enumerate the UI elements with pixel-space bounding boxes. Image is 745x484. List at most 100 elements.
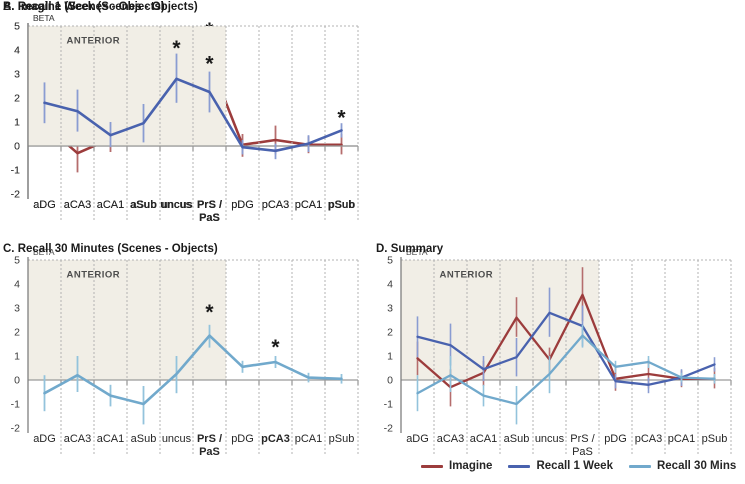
y-tick-label: 0 [387,375,393,387]
y-tick-label: 3 [14,303,20,315]
x-category-label: aCA3 [64,199,92,211]
x-category-label: pCA1 [668,433,696,445]
y-tick-label: -2 [11,423,20,435]
x-category-label: PaS [572,446,593,458]
y-tick-label: 0 [14,375,20,387]
beta-axis-label: BETA [33,247,55,257]
imagine-line-swatch [421,464,443,468]
y-tick-label: 4 [14,45,20,57]
x-category-label: aSub [131,433,157,445]
y-tick-label: 5 [14,21,20,33]
y-tick-label: 1 [14,117,20,129]
y-tick-label: -1 [11,165,20,177]
x-category-label: PrS / [197,433,222,445]
x-category-label: pDG [231,199,254,211]
anterior-region-label: ANTERIOR [67,35,121,46]
x-category-label: aSub [130,199,157,211]
x-category-label: pSub [328,199,356,211]
y-tick-label: 3 [14,69,20,81]
legend-item-imagine: Imagine [421,460,492,472]
x-category-label: pCA3 [262,199,290,211]
y-tick-label: 4 [14,279,20,291]
y-tick-label: 2 [387,327,393,339]
x-category-label: PaS [199,212,220,224]
x-category-label: pSub [329,199,355,211]
x-category-label: pSub [329,433,355,445]
x-category-label: PaS [199,446,220,458]
y-tick-label: 3 [14,69,20,81]
data-line [43,77,343,153]
y-tick-label: -1 [384,399,393,411]
x-category-label: PrS / [197,199,222,211]
legend-label: Recall 30 Mins [656,460,737,472]
x-category-label: aCA1 [97,433,125,445]
y-tick-label: 2 [14,93,20,105]
beta-axis-label: BETA [406,247,428,257]
x-category-label: pDG [231,199,254,211]
x-category-label: pCA1 [295,199,323,211]
x-category-label: pCA3 [635,433,663,445]
y-tick-label: 1 [387,351,393,363]
x-category-label: aCA1 [97,199,125,211]
x-category-label: uncus [160,199,192,211]
y-tick-label: -2 [11,189,20,201]
y-tick-label: 1 [14,351,20,363]
series-recall-1-week [43,53,343,160]
x-category-label: aDG [406,433,429,445]
y-tick-label: 0 [14,141,20,153]
significance-asterisk: * [337,107,346,130]
x-category-label: PrS / [197,199,222,211]
y-tick-label: -1 [11,165,20,177]
panel-summary: 5 4 3 2 1 0 -1 -2 BETA ANTERIOR aDG aCA3 aCA1 aSub unc… [373,242,745,484]
x-category-label: uncus [535,433,565,445]
anterior-region-label: ANTERIOR [67,269,121,280]
series-recall-30-mins [416,324,716,425]
y-tick-label: 2 [14,327,20,339]
panel-title: D. Summary [376,243,444,255]
panel-recall-30-minutes: 5 4 3 2 1 0 -1 -2 BETA ANTERIOR * * aDG aCA3 aCA1 aSub u… [0,242,372,484]
x-category-label: pSub [702,433,728,445]
data-line [416,293,716,389]
beta-axis-label: BETA [33,13,55,23]
significance-asterisk: * [205,53,214,76]
significance-asterisk: * [271,336,280,359]
x-category-label: pDG [604,433,627,445]
y-tick-label: 1 [14,117,20,129]
x-category-label: aCA3 [64,433,92,445]
x-category-label: pCA3 [261,433,290,445]
x-category-label: aDG [33,433,56,445]
panel-title: A. Imagine (Scenes - Objects) [3,1,165,13]
x-category-label: aCA1 [470,433,498,445]
recall-30-mins-line-swatch [628,464,651,468]
x-category-label: aCA1 [97,199,125,211]
x-category-label: aCA3 [64,199,92,211]
x-category-label: uncus [162,199,192,211]
legend-item-recall-1-week: Recall 1 Week [508,460,613,472]
legend-item-recall-30-mins: Recall 30 Mins [628,460,737,472]
data-line [43,334,343,406]
y-tick-label: 3 [387,303,393,315]
series-recall-30-mins [43,324,343,425]
y-tick-label: 5 [387,255,393,267]
x-category-label: aDG [33,199,56,211]
y-tick-label: 4 [14,45,20,57]
x-category-label: PaS [199,212,220,224]
y-tick-label: -2 [11,189,20,201]
x-category-label: pDG [231,433,254,445]
x-category-label: uncus [162,433,192,445]
panel-title: C. Recall 30 Minutes (Scenes - Objects) [3,243,218,255]
recall-1-week-line-swatch [508,464,531,468]
x-category-label: aCA3 [437,433,465,445]
legend: Imagine Recall 1 Week Recall 30 Mins [421,460,736,472]
y-tick-label: -1 [11,399,20,411]
y-tick-label: 4 [387,279,393,291]
y-tick-label: -2 [384,423,393,435]
anterior-region-label: ANTERIOR [440,269,494,280]
x-category-label: aSub [504,433,530,445]
y-tick-label: 0 [14,141,20,153]
x-category-label: PrS / [570,433,595,445]
beta-axis-label: BETA [33,13,55,23]
legend-label: Imagine [449,460,493,472]
x-category-label: aDG [33,199,56,211]
